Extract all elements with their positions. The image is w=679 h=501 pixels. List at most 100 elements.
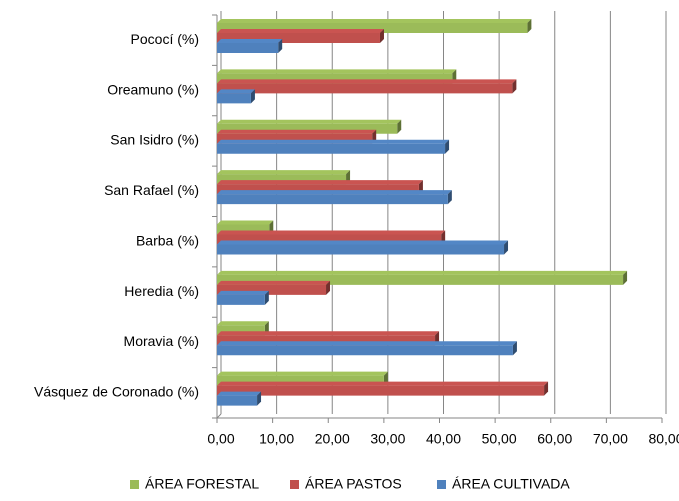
bar	[217, 270, 628, 285]
bar-face	[217, 69, 457, 74]
bar-face	[250, 89, 255, 104]
x-tick-label: 80,00	[648, 431, 679, 447]
y-tick-label: Heredia (%)	[124, 283, 199, 299]
bar-face	[217, 244, 505, 255]
bar-face	[217, 280, 331, 285]
bar-face	[217, 194, 448, 205]
bar-face	[217, 321, 269, 326]
bar-face	[217, 29, 384, 33]
bar-face	[217, 375, 384, 386]
x-tick-label: 20,00	[315, 431, 350, 447]
bar	[217, 89, 255, 104]
bar-face	[217, 33, 380, 43]
y-tick-label: Pococí (%)	[131, 31, 199, 47]
bar-face	[217, 123, 398, 134]
bar-face	[217, 381, 549, 386]
bar-face	[447, 190, 452, 205]
bar-face	[217, 190, 452, 195]
bar-face	[217, 43, 279, 53]
bar-face	[217, 39, 283, 43]
bar	[217, 290, 269, 305]
bar-face	[379, 29, 384, 43]
bar-face	[217, 294, 265, 305]
bar-face	[257, 391, 262, 406]
bar	[217, 391, 262, 406]
x-tick-label: 30,00	[370, 431, 405, 447]
y-tick-label: Barba (%)	[136, 232, 199, 248]
bar-face	[217, 371, 388, 376]
bar-face	[217, 93, 251, 104]
bar	[217, 240, 509, 255]
y-tick-label: Moravia (%)	[124, 333, 199, 349]
bar-face	[217, 335, 436, 346]
bar-face	[217, 129, 377, 134]
bar	[217, 79, 517, 94]
bar	[217, 119, 402, 134]
bar	[217, 69, 457, 84]
y-tick-label: Vásquez de Coronado (%)	[34, 384, 199, 400]
bar	[217, 39, 283, 53]
bar-face	[217, 220, 274, 225]
bar-face	[397, 119, 402, 134]
y-tick-label: San Isidro (%)	[110, 132, 199, 148]
bar-face	[217, 385, 545, 396]
bar-face	[264, 290, 269, 305]
bar-face	[326, 280, 331, 295]
bar-face	[504, 240, 509, 255]
bar-face	[217, 331, 440, 336]
bar	[217, 341, 517, 356]
bar	[217, 280, 331, 295]
bar-face	[217, 23, 528, 33]
bar	[217, 29, 384, 43]
x-tick-label: 10,00	[259, 431, 294, 447]
bar-face	[512, 79, 517, 94]
bar	[217, 139, 450, 154]
bar-face	[217, 143, 446, 154]
bar-face	[217, 234, 442, 245]
bar-face	[217, 180, 423, 185]
bar-face	[217, 270, 628, 275]
bar-face	[217, 133, 373, 144]
bar-face	[217, 19, 532, 23]
legend-label: ÁREA PASTOS	[305, 476, 402, 492]
bar-face	[217, 391, 262, 396]
bar-face	[217, 119, 402, 124]
x-tick-label: 60,00	[537, 431, 572, 447]
bar-face	[217, 139, 450, 144]
bar	[217, 381, 549, 396]
bar-face	[217, 83, 513, 94]
bar-face	[217, 240, 509, 245]
bar-face	[217, 174, 347, 185]
bar-face	[544, 381, 549, 396]
bar-face	[217, 395, 258, 406]
bar-face	[278, 39, 283, 53]
y-tick-label: Oreamuno (%)	[107, 81, 199, 97]
bar-face	[623, 270, 628, 285]
legend-swatch	[437, 480, 446, 489]
bar-face	[217, 274, 624, 285]
x-tick-label: 70,00	[593, 431, 628, 447]
bar-face	[217, 79, 517, 84]
bar-face	[217, 89, 255, 94]
x-tick-label: 50,00	[482, 431, 517, 447]
legend-label: ÁREA CULTIVADA	[452, 476, 570, 492]
y-tick-label: San Rafael (%)	[104, 182, 199, 198]
bar-face	[527, 19, 532, 33]
bar-face	[217, 325, 265, 336]
legend-swatch	[130, 480, 139, 489]
x-tick-label: 0,00	[207, 431, 234, 447]
bar-face	[217, 224, 270, 235]
bar-face	[217, 184, 419, 195]
bar-face	[217, 284, 327, 295]
bar-face	[217, 345, 513, 356]
x-tick-label: 40,00	[426, 431, 461, 447]
bar	[217, 19, 532, 33]
bar-face	[217, 170, 351, 175]
axis	[216, 413, 222, 419]
bar-face	[512, 341, 517, 356]
bar-face	[217, 341, 517, 346]
bar-face	[217, 73, 453, 84]
bar-face	[445, 139, 450, 154]
bar-face	[217, 230, 446, 235]
